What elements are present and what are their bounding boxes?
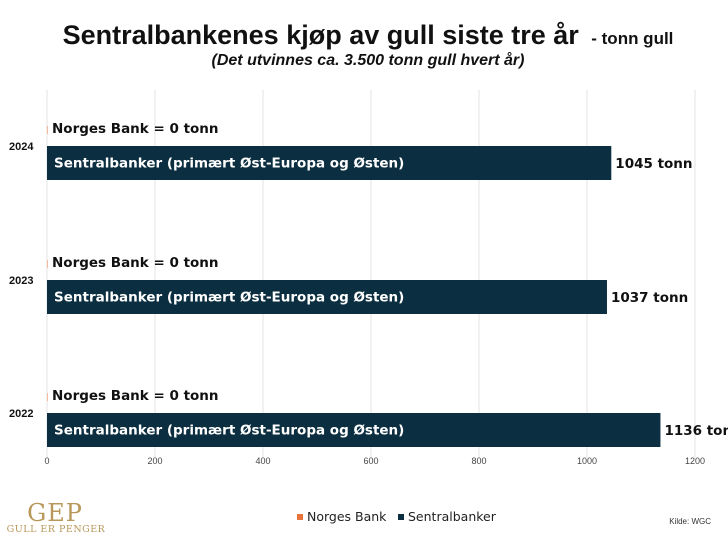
- bar-norges-bank: [47, 393, 48, 401]
- bar-sentralbanker: [47, 413, 661, 447]
- chart-title: Sentralbankenes kjøp av gull siste tre å…: [63, 20, 674, 50]
- x-tick-label: 600: [363, 456, 378, 466]
- category-label: 2024: [9, 141, 34, 153]
- chart-subtitle: (Det utvinnes ca. 3.500 tonn gull hvert …: [212, 51, 525, 69]
- source-note: Kilde: WGC: [669, 517, 711, 526]
- legend-swatch: [297, 514, 303, 520]
- norges-bank-label: Norges Bank = 0 tonn: [52, 121, 219, 137]
- bar-value-label: 1136 tonn: [664, 423, 728, 439]
- bar-norges-bank: [47, 260, 48, 268]
- norges-bank-label: Norges Bank = 0 tonn: [52, 255, 219, 271]
- title-main: Sentralbankenes kjøp av gull siste tre å…: [63, 20, 580, 50]
- bar-value-label: 1037 tonn: [611, 290, 688, 306]
- x-tick-label: 0: [44, 456, 49, 466]
- bar-sentralbanker: [47, 146, 612, 180]
- legend-label: Norges Bank: [307, 509, 387, 524]
- norges-bank-label: Norges Bank = 0 tonn: [52, 388, 219, 404]
- bar-inner-label: Sentralbanker (primært Øst-Europa og Øst…: [54, 423, 404, 439]
- title-unit: - tonn gull: [591, 29, 673, 48]
- bar-sentralbanker: [47, 280, 607, 314]
- logo-tagline: GULL ER PENGER: [7, 524, 106, 535]
- x-tick-label: 400: [255, 456, 270, 466]
- legend-swatch: [398, 514, 404, 520]
- x-tick-label: 800: [471, 456, 486, 466]
- logo: GEP GULL ER PENGER: [7, 499, 106, 535]
- bar-value-label: 1045 tonn: [615, 156, 692, 172]
- legend: Norges Bank Sentralbanker: [297, 509, 497, 524]
- bar-inner-label: Sentralbanker (primært Øst-Europa og Øst…: [54, 156, 404, 172]
- x-tick-label: 1200: [685, 456, 705, 466]
- x-tick-label: 1000: [577, 456, 597, 466]
- logo-mark: GEP: [27, 499, 83, 527]
- bar-inner-label: Sentralbanker (primært Øst-Europa og Øst…: [54, 290, 404, 306]
- x-axis-ticks: 0 200 400 600 800 1000 1200: [44, 456, 705, 466]
- x-tick-label: 200: [147, 456, 162, 466]
- bars: 2024 Norges Bank = 0 tonn Sentralbanker (p…: [9, 121, 728, 447]
- category-label: 2023: [9, 275, 33, 287]
- bar-norges-bank: [47, 126, 48, 134]
- legend-label: Sentralbanker: [408, 509, 497, 524]
- category-label: 2022: [9, 408, 33, 420]
